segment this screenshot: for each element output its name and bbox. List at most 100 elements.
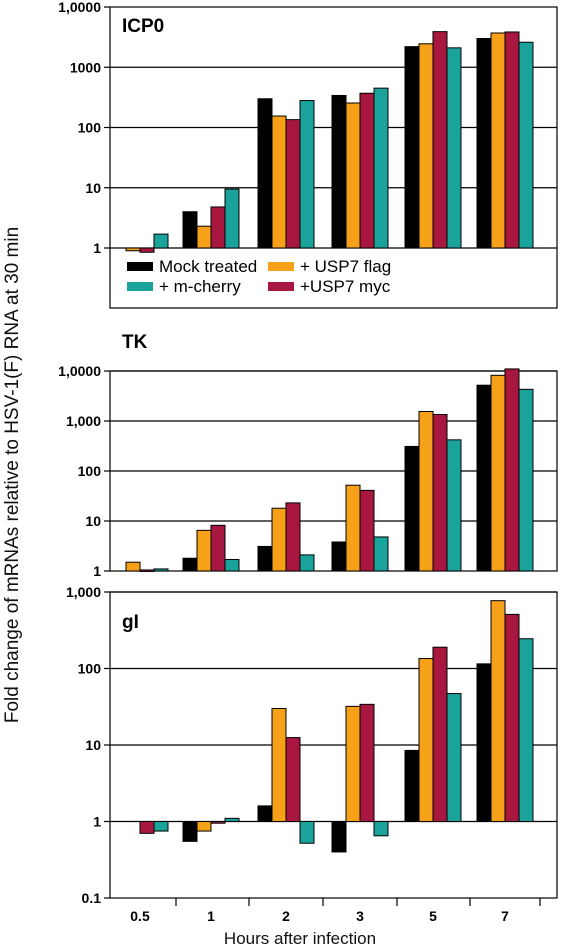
legend-swatch <box>268 282 294 291</box>
bar-icp0-0-5 <box>476 38 492 249</box>
chart-panels: 1 10 100 1000 1,0000 ICP0 1 10 100 1,000 1,0000 TK 0… <box>58 0 558 924</box>
y-tick-label: 1 <box>93 814 101 830</box>
bar-icp0-3-2 <box>299 100 315 249</box>
bar-tk-0-5 <box>476 384 492 572</box>
bar-gi-3-0 <box>153 821 169 832</box>
bar-tk-2-1 <box>210 524 226 572</box>
x-tick-label: 5 <box>429 908 437 924</box>
bar-icp0-1-2 <box>271 115 287 249</box>
bar-gi-3-4 <box>446 693 462 823</box>
bar-icp0-2-0 <box>139 247 155 253</box>
y-tick-label: 100 <box>78 661 102 677</box>
y-tick-label: 100 <box>78 463 102 479</box>
bar-gi-2-4 <box>432 646 448 822</box>
bar-gi-3-1 <box>224 817 240 822</box>
legend-label: Mock treated <box>159 257 257 276</box>
y-tick-label: 10 <box>85 180 101 196</box>
bar-tk-0-3 <box>331 541 347 572</box>
bar-gi-2-5 <box>504 613 520 823</box>
x-tick-label: 2 <box>282 908 290 924</box>
bar-tk-2-0 <box>139 569 155 572</box>
bar-gi-0-4 <box>404 749 420 823</box>
bar-tk-0-1 <box>182 557 198 572</box>
y-tick-label: 10 <box>85 737 101 753</box>
bar-icp0-1-0 <box>125 247 141 252</box>
bar-icp0-0-2 <box>257 98 273 249</box>
bar-gi-0-5 <box>476 663 492 823</box>
x-tick-label: 1 <box>207 908 215 924</box>
panel-title: ICP0 <box>122 16 164 37</box>
bar-icp0-3-4 <box>446 47 462 249</box>
legend: Mock treated + USP7 flag + m-cherry +USP7 m… <box>127 257 391 296</box>
bar-icp0-1-1 <box>196 225 212 249</box>
bar-icp0-1-4 <box>418 43 434 249</box>
bar-icp0-0-1 <box>182 211 198 249</box>
bar-tk-0-2 <box>257 545 273 572</box>
bar-tk-1-5 <box>490 374 506 572</box>
bar-tk-2-5 <box>504 368 520 572</box>
bar-icp0-3-0 <box>153 233 169 249</box>
bar-gi-1-4 <box>418 658 434 823</box>
bar-tk-3-1 <box>224 558 240 572</box>
y-tick-label: 1 <box>93 563 101 579</box>
bar-tk-2-2 <box>285 502 301 572</box>
bar-tk-3-2 <box>299 554 315 572</box>
panel-title: TK <box>122 332 148 353</box>
bar-tk-2-3 <box>359 489 375 572</box>
bar-icp0-2-1 <box>210 206 226 249</box>
x-tick-label: 7 <box>501 908 509 924</box>
bar-icp0-3-5 <box>518 41 534 249</box>
x-tick-label: 0.5 <box>130 908 150 924</box>
legend-label: + USP7 flag <box>300 257 391 276</box>
y-tick-label: 1,000 <box>66 584 101 600</box>
plot-frame <box>109 6 558 309</box>
y-tick-label: 1000 <box>70 59 101 75</box>
y-axis-title: Fold change of mRNAs relative to HSV-1(F… <box>2 227 23 723</box>
bar-tk-3-0 <box>153 568 169 572</box>
bar-icp0-3-3 <box>373 87 389 249</box>
panel-title: gI <box>122 612 139 633</box>
bar-tk-3-4 <box>446 439 462 572</box>
bar-gi-0-1 <box>182 821 198 842</box>
bar-icp0-0-4 <box>404 46 420 249</box>
x-tick-label: 3 <box>356 908 364 924</box>
panel-gi: 0.1 1 10 100 1,000 gI 0.5 1 2 3 5 7 <box>66 584 558 924</box>
x-axis-title: Hours after infection <box>224 929 376 947</box>
bar-tk-1-2 <box>271 507 287 572</box>
bar-icp0-1-5 <box>490 32 506 249</box>
panel-icp0: 1 10 100 1000 1,0000 ICP0 <box>58 0 558 309</box>
bar-gi-1-5 <box>490 600 506 823</box>
bar-gi-3-5 <box>518 638 534 823</box>
legend-swatch <box>127 262 153 271</box>
y-tick-label: 1 <box>93 240 101 256</box>
bar-gi-3-3 <box>373 821 389 837</box>
bar-icp0-2-3 <box>359 92 375 249</box>
bar-gi-1-1 <box>196 821 212 832</box>
bar-gi-1-3 <box>345 705 361 822</box>
y-tick-label: 0.1 <box>82 890 102 906</box>
bar-icp0-2-4 <box>432 31 448 249</box>
y-tick-label: 1,000 <box>66 413 101 429</box>
bar-gi-0-2 <box>257 805 273 823</box>
bar-gi-2-2 <box>285 737 301 822</box>
legend-swatch <box>268 262 294 271</box>
bar-icp0-2-2 <box>285 119 301 249</box>
bar-gi-2-0 <box>139 821 155 834</box>
bar-tk-0-4 <box>404 445 420 572</box>
bar-icp0-1-3 <box>345 102 361 249</box>
y-tick-label: 1,0000 <box>58 363 101 379</box>
bar-tk-1-3 <box>345 484 361 572</box>
bar-icp0-0-3 <box>331 94 347 249</box>
panel-tk: 1 10 100 1,000 1,0000 TK <box>58 332 558 579</box>
bar-gi-2-3 <box>359 703 375 822</box>
y-tick-label: 10 <box>85 513 101 529</box>
bar-tk-3-3 <box>373 536 389 572</box>
bar-icp0-2-5 <box>504 31 520 249</box>
legend-label: +USP7 myc <box>300 277 391 296</box>
bar-tk-1-1 <box>196 529 212 572</box>
bar-tk-2-4 <box>432 413 448 572</box>
y-tick-label: 100 <box>78 120 102 136</box>
bar-tk-1-0 <box>125 561 141 572</box>
legend-label: + m-cherry <box>159 277 241 296</box>
